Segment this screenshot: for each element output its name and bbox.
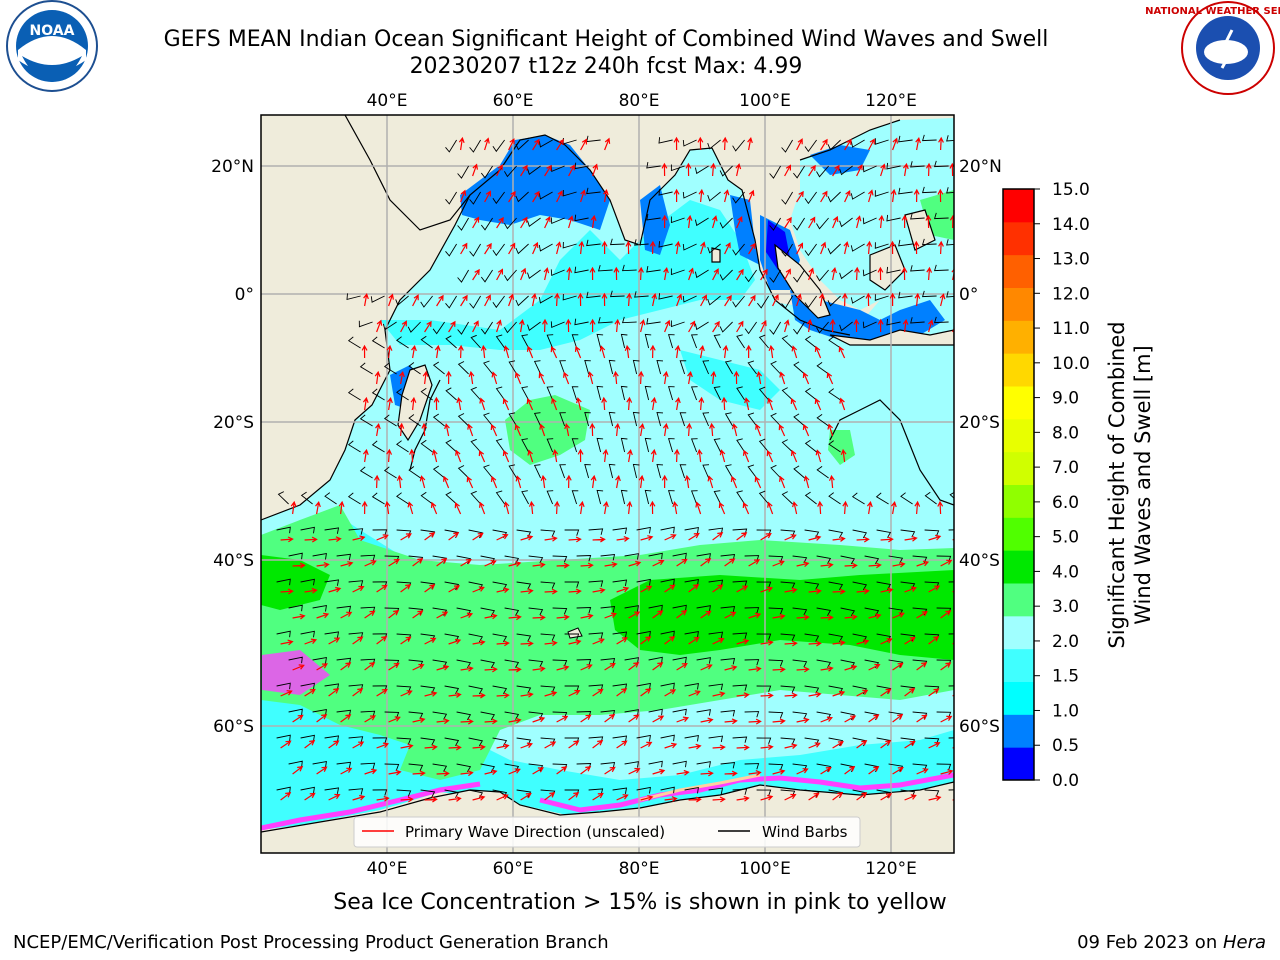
colorbar-tick-label: 8.0 [1052, 423, 1079, 443]
colorbar-tick-label: 1.0 [1052, 701, 1079, 721]
colorbar-tick-label: 2.0 [1052, 632, 1079, 652]
footer-credit: NCEP/EMC/Verification Post Processing Pr… [13, 932, 609, 953]
lon-label: 80°E [619, 859, 660, 879]
colorbar-segment [1003, 648, 1034, 682]
colorbar-tick-label: 0.5 [1052, 736, 1079, 756]
lon-labels-bottom: 40°E 60°E 80°E 100°E 120°E [367, 859, 917, 879]
colorbar-tick-label: 7.0 [1052, 458, 1079, 478]
lat-label: 20°S [959, 413, 1000, 433]
footer-host: Hera [1222, 932, 1266, 953]
colorbar-segment [1003, 189, 1034, 223]
map-area: Primary Wave Direction (unscaled) Wind B… [261, 115, 954, 853]
lon-label: 80°E [619, 91, 660, 111]
legend-wave-label: Primary Wave Direction (unscaled) [405, 823, 665, 841]
lon-label: 40°E [367, 859, 408, 879]
lat-label: 60°S [959, 717, 1000, 737]
nws-logo-text: NATIONAL WEATHER SERVICE [1145, 6, 1280, 17]
colorbar-tick-label: 4.0 [1052, 562, 1079, 582]
lon-label: 40°E [367, 91, 408, 111]
colorbar-tick-label: 15.0 [1052, 180, 1090, 200]
colorbar-segment [1003, 550, 1034, 584]
footer-date-text: 09 Feb 2023 on [1077, 932, 1223, 953]
colorbar-segment [1003, 221, 1034, 256]
nws-logo: NATIONAL WEATHER SERVICE [1145, 1, 1280, 95]
colorbar-segment [1003, 287, 1034, 321]
colorbar-segment [1003, 418, 1034, 453]
colorbar-tick-label: 9.0 [1052, 389, 1079, 409]
colorbar-segment [1003, 320, 1034, 354]
lon-label: 60°E [493, 91, 534, 111]
lat-label: 60°S [213, 717, 254, 737]
map-frame [260, 114, 955, 854]
colorbar-tick-label: 5.0 [1052, 528, 1079, 548]
noaa-logo-text: NOAA [30, 23, 75, 39]
lon-label: 120°E [865, 91, 917, 111]
lon-label: 100°E [739, 859, 791, 879]
colorbar-segment [1003, 615, 1034, 650]
lon-label: 100°E [739, 91, 791, 111]
lat-labels-left: 20°N 0° 20°S 40°S 60°S [211, 157, 254, 737]
lon-label: 120°E [865, 859, 917, 879]
chart-subtitle: 20230207 t12z 240h fcst Max: 4.99 [409, 54, 803, 79]
chart-title: GEFS MEAN Indian Ocean Significant Heigh… [163, 27, 1049, 52]
colorbar-tick-label: 11.0 [1052, 319, 1090, 339]
colorbar-segment [1003, 451, 1034, 485]
colorbar-tick-label: 13.0 [1052, 250, 1090, 270]
lat-label: 20°N [959, 157, 1002, 177]
sea-ice-note: Sea Ice Concentration > 15% is shown in … [333, 890, 947, 915]
colorbar-segment [1003, 517, 1034, 551]
colorbar-segment [1003, 353, 1034, 387]
lat-label: 0° [235, 285, 254, 305]
colorbar-segment [1003, 386, 1034, 420]
colorbar-label-line1: Significant Height of Combined [1105, 321, 1129, 648]
colorbar-segment [1003, 747, 1034, 781]
colorbar-tick-label: 1.5 [1052, 667, 1079, 687]
lat-label: 40°S [213, 551, 254, 571]
lon-labels-top: 40°E 60°E 80°E 100°E 120°E [367, 91, 917, 111]
colorbar-segment [1003, 254, 1034, 288]
colorbar-segment [1003, 681, 1034, 715]
colorbar-ticks: 15.0 14.0 13.0 12.0 11.0 10.0 9.0 8.0 7.0 6.0 5.0 4… [1034, 180, 1090, 791]
lon-label: 60°E [493, 859, 534, 879]
colorbar-segment [1003, 714, 1034, 748]
lat-label: 20°S [213, 413, 254, 433]
colorbar-segment [1003, 583, 1034, 617]
lat-label: 0° [959, 285, 978, 305]
colorbar-segment [1003, 484, 1034, 518]
wave-direction-layer [280, 136, 954, 803]
lat-labels-right: 20°N 0° 20°S 40°S 60°S [959, 157, 1002, 737]
wave-direction-arrows [280, 136, 954, 803]
legend: Primary Wave Direction (unscaled) Wind B… [353, 816, 861, 848]
colorbar-tick-label: 0.0 [1052, 771, 1079, 791]
colorbar-label-line2: Wind Waves and Swell [m] [1131, 345, 1155, 625]
colorbar-tick-label: 6.0 [1052, 493, 1079, 513]
colorbar [1003, 189, 1034, 781]
noaa-logo: NOAA [6, 0, 98, 92]
colorbar-tick-label: 3.0 [1052, 597, 1079, 617]
legend-wind-label: Wind Barbs [762, 823, 848, 841]
lat-label: 20°N [211, 157, 254, 177]
colorbar-tick-label: 12.0 [1052, 284, 1090, 304]
lat-label: 40°S [959, 551, 1000, 571]
colorbar-frame [1002, 188, 1035, 781]
footer-date: 09 Feb 2023 on Hera [1077, 932, 1266, 953]
colorbar-tick-label: 14.0 [1052, 215, 1090, 235]
colorbar-tick-label: 10.0 [1052, 354, 1090, 374]
